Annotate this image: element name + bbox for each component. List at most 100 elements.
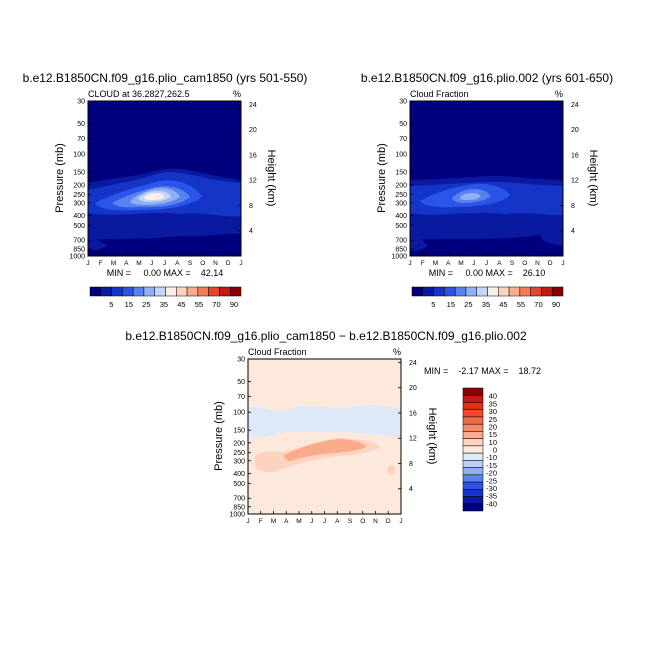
- colorbar-label: -40: [486, 499, 497, 508]
- x-tick-label: S: [348, 518, 353, 525]
- panel-a-field: [88, 101, 241, 256]
- colorbar-label: 15: [489, 430, 497, 439]
- y-right-tick-label: 24: [571, 102, 579, 109]
- x-tick-label: D: [386, 518, 391, 525]
- panel-b-field: [410, 101, 563, 256]
- y-tick-label: 150: [73, 170, 85, 177]
- y-tick-label: 70: [399, 136, 407, 143]
- colorbar-label: 35: [482, 300, 490, 309]
- colorbar-swatch: [444, 286, 456, 297]
- y-tick-label: 150: [395, 170, 407, 177]
- panel-b-minmax: MIN = 0.00 MAX = 26.10: [429, 268, 546, 278]
- panel-a-ylabel: Pressure (mb): [54, 143, 66, 213]
- colorbar-label: -20: [486, 469, 497, 478]
- x-tick-label: N: [535, 260, 540, 267]
- panel-b-ylabel-right: Height (km): [587, 150, 599, 207]
- colorbar-swatch: [462, 496, 484, 505]
- panel-c-unit: %: [393, 347, 401, 357]
- colorbar-label: 35: [160, 300, 168, 309]
- y-tick-label: 30: [77, 99, 85, 106]
- y-tick-label: 50: [77, 121, 85, 128]
- panel-a-colorbar: 5 15 25 35 45 55 70 90: [89, 286, 242, 309]
- y-right-tick-label: 8: [571, 203, 575, 210]
- panel-c-field: [248, 359, 401, 514]
- x-tick-label: A: [284, 518, 289, 525]
- x-tick-label: M: [433, 260, 438, 267]
- colorbar-label: 30: [489, 407, 497, 416]
- y-tick-label: 200: [233, 440, 245, 447]
- y-tick-label: 1000: [69, 254, 85, 261]
- y-tick-label: 50: [237, 379, 245, 386]
- x-tick-label: J: [246, 518, 249, 525]
- x-tick-label: J: [86, 260, 89, 267]
- y-tick-label: 100: [395, 152, 407, 159]
- x-tick-label: A: [335, 518, 340, 525]
- x-tick-label: M: [271, 518, 276, 525]
- panel-b: b.e12.B1850CN.f09_g16.plio.002 (yrs 601-…: [361, 71, 613, 309]
- y-tick-label: 500: [233, 481, 245, 488]
- x-tick-label: J: [561, 260, 564, 267]
- x-tick-label: F: [99, 260, 103, 267]
- y-tick-label: 500: [395, 223, 407, 230]
- colorbar-label: 90: [552, 300, 560, 309]
- x-tick-label: A: [175, 260, 180, 267]
- panel-b-subtitle: Cloud Fraction: [410, 89, 469, 99]
- colorbar-swatch: [219, 286, 231, 297]
- x-tick-label: J: [472, 260, 475, 267]
- panel-a-subtitle: CLOUD at 36.2827,262.5: [88, 89, 190, 99]
- colorbar-swatch: [433, 286, 445, 297]
- colorbar-swatch: [462, 460, 484, 468]
- y-tick-label: 150: [233, 428, 245, 435]
- y-right-tick-label: 20: [249, 127, 257, 134]
- y-tick-label: 850: [73, 246, 85, 253]
- colorbar-label: -25: [486, 476, 497, 485]
- colorbar-label: 45: [177, 300, 185, 309]
- panel-c-ylabel-right: Height (km): [426, 408, 438, 465]
- panel-c-title: b.e12.B1850CN.f09_g16.plio_cam1850 − b.e…: [125, 329, 527, 343]
- colorbar-swatch: [462, 394, 484, 403]
- colorbar-swatch: [476, 286, 488, 297]
- x-tick-label: M: [136, 260, 141, 267]
- colorbar-swatch: [165, 286, 177, 297]
- panel-a-ylabel-right: Height (km): [265, 150, 277, 207]
- colorbar-swatch: [143, 286, 155, 297]
- colorbar-label: 5: [109, 300, 113, 309]
- colorbar-swatch: [176, 286, 188, 297]
- colorbar-label: -15: [486, 461, 497, 470]
- y-tick-label: 1000: [391, 254, 407, 261]
- y-tick-label: 850: [395, 246, 407, 253]
- colorbar-swatch: [422, 286, 434, 297]
- colorbar-swatch: [498, 286, 510, 297]
- colorbar-label: 70: [534, 300, 542, 309]
- y-right-tick-label: 4: [249, 228, 253, 235]
- x-tick-label: M: [111, 260, 116, 267]
- y-tick-label: 70: [77, 136, 85, 143]
- y-tick-label: 30: [237, 357, 245, 364]
- colorbar-swatch: [462, 445, 484, 454]
- colorbar-label: 55: [195, 300, 203, 309]
- panel-c-subtitle: Cloud Fraction: [248, 347, 307, 357]
- y-tick-label: 400: [395, 213, 407, 220]
- y-right-tick-label: 20: [409, 385, 417, 392]
- colorbar-swatch: [462, 481, 484, 490]
- colorbar-swatch: [462, 431, 484, 439]
- y-tick-label: 200: [73, 182, 85, 189]
- colorbar-swatch: [186, 286, 199, 297]
- colorbar-swatch: [411, 286, 424, 297]
- colorbar-label: 45: [499, 300, 507, 309]
- colorbar-swatch: [462, 489, 484, 497]
- colorbar-swatch: [462, 474, 484, 483]
- y-right-tick-label: 24: [249, 102, 257, 109]
- y-tick-label: 400: [233, 471, 245, 478]
- x-tick-label: A: [124, 260, 129, 267]
- colorbar-swatch: [111, 286, 123, 297]
- colorbar-swatch: [530, 286, 542, 297]
- y-right-tick-label: 24: [409, 360, 417, 367]
- colorbar-swatch: [519, 286, 531, 297]
- y-right-tick-label: 4: [409, 486, 413, 493]
- x-tick-label: F: [421, 260, 425, 267]
- colorbar-label: 55: [517, 300, 525, 309]
- colorbar-swatch: [487, 286, 499, 297]
- colorbar-swatch: [154, 286, 166, 297]
